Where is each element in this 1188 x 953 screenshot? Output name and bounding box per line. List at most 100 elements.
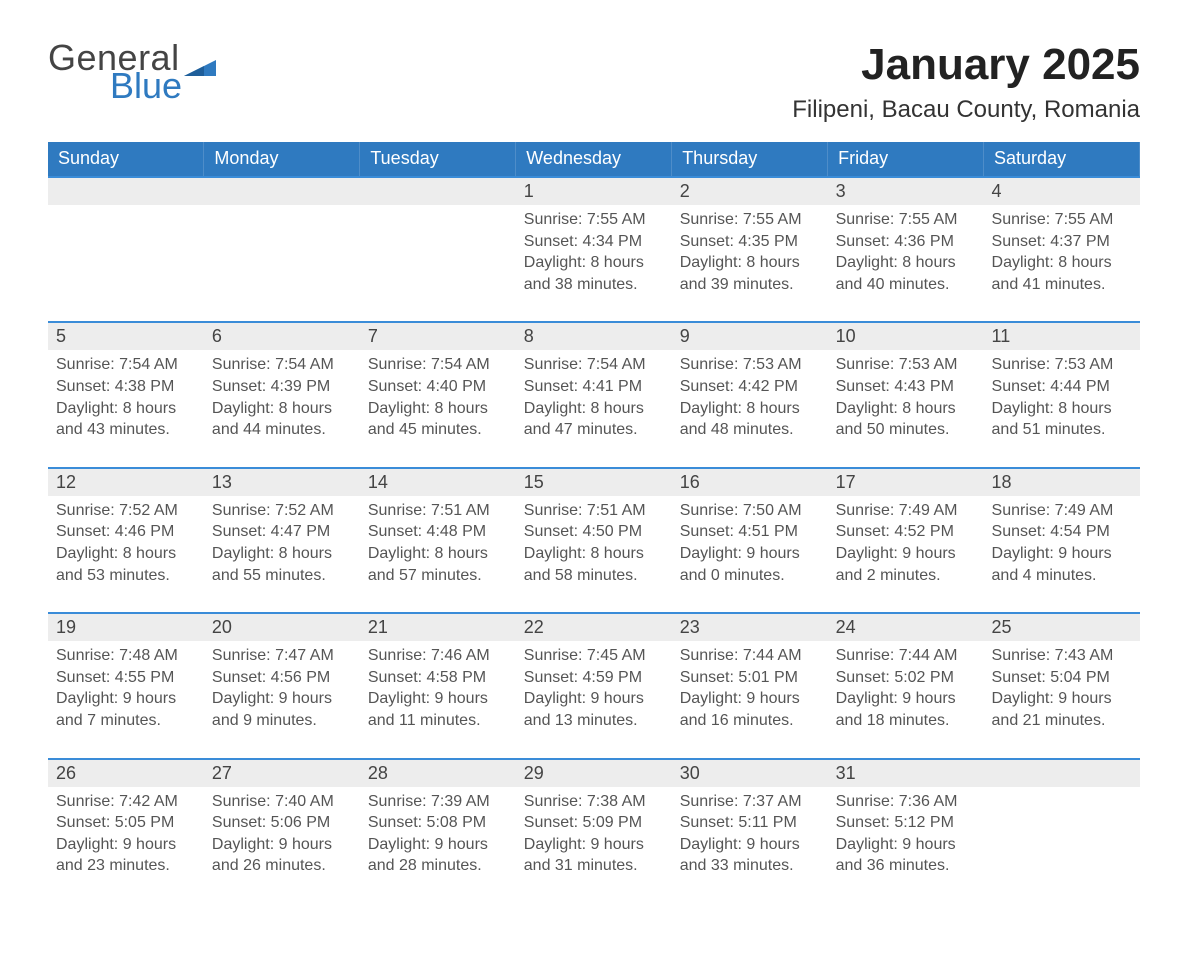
- calendar-body: 1Sunrise: 7:55 AMSunset: 4:34 PMDaylight…: [48, 177, 1140, 903]
- day-header: Sunday: [48, 142, 204, 177]
- daylight-line-1: Daylight: 9 hours: [524, 834, 664, 856]
- daylight-line-2: and 50 minutes.: [836, 419, 976, 441]
- sunset-line: Sunset: 4:42 PM: [680, 376, 820, 398]
- daylight-line-1: Daylight: 9 hours: [836, 688, 976, 710]
- sunrise-line: Sunrise: 7:44 AM: [836, 645, 976, 667]
- day-number: 10: [828, 323, 984, 350]
- day-number: 16: [672, 469, 828, 496]
- day-number: 14: [360, 469, 516, 496]
- calendar-cell: 16Sunrise: 7:50 AMSunset: 4:51 PMDayligh…: [672, 468, 828, 613]
- daylight-line-1: Daylight: 8 hours: [368, 543, 508, 565]
- day-header: Thursday: [672, 142, 828, 177]
- sunset-line: Sunset: 5:02 PM: [836, 667, 976, 689]
- calendar-cell: 4Sunrise: 7:55 AMSunset: 4:37 PMDaylight…: [984, 177, 1140, 322]
- header-block: General Blue January 2025 Filipeni, Baca…: [48, 40, 1140, 138]
- daylight-line-2: and 0 minutes.: [680, 565, 820, 587]
- page-title: January 2025: [792, 40, 1140, 90]
- sunset-line: Sunset: 4:50 PM: [524, 521, 664, 543]
- day-number: 11: [984, 323, 1140, 350]
- calendar-cell: 8Sunrise: 7:54 AMSunset: 4:41 PMDaylight…: [516, 322, 672, 467]
- sunrise-line: Sunrise: 7:49 AM: [992, 500, 1132, 522]
- daylight-line-2: and 40 minutes.: [836, 274, 976, 296]
- calendar-cell: 1Sunrise: 7:55 AMSunset: 4:34 PMDaylight…: [516, 177, 672, 322]
- daylight-line-1: Daylight: 9 hours: [56, 688, 196, 710]
- calendar-cell: 9Sunrise: 7:53 AMSunset: 4:42 PMDaylight…: [672, 322, 828, 467]
- daylight-line-2: and 7 minutes.: [56, 710, 196, 732]
- day-number: 20: [204, 614, 360, 641]
- daylight-line-1: Daylight: 8 hours: [524, 252, 664, 274]
- sunrise-line: Sunrise: 7:52 AM: [212, 500, 352, 522]
- daylight-line-1: Daylight: 9 hours: [680, 688, 820, 710]
- sunrise-line: Sunrise: 7:55 AM: [680, 209, 820, 231]
- daylight-line-1: Daylight: 8 hours: [524, 543, 664, 565]
- sunset-line: Sunset: 5:01 PM: [680, 667, 820, 689]
- daylight-line-2: and 58 minutes.: [524, 565, 664, 587]
- daylight-line-1: Daylight: 8 hours: [680, 398, 820, 420]
- daylight-line-2: and 9 minutes.: [212, 710, 352, 732]
- daylight-line-1: Daylight: 8 hours: [992, 252, 1132, 274]
- daylight-line-2: and 18 minutes.: [836, 710, 976, 732]
- sunrise-line: Sunrise: 7:51 AM: [368, 500, 508, 522]
- calendar-cell: 2Sunrise: 7:55 AMSunset: 4:35 PMDaylight…: [672, 177, 828, 322]
- daylight-line-1: Daylight: 9 hours: [992, 543, 1132, 565]
- day-number: 22: [516, 614, 672, 641]
- calendar-cell: 14Sunrise: 7:51 AMSunset: 4:48 PMDayligh…: [360, 468, 516, 613]
- day-number: [360, 178, 516, 205]
- day-number: 21: [360, 614, 516, 641]
- sunrise-line: Sunrise: 7:37 AM: [680, 791, 820, 813]
- sunset-line: Sunset: 5:09 PM: [524, 812, 664, 834]
- day-header: Monday: [204, 142, 360, 177]
- day-number: [48, 178, 204, 205]
- calendar-cell: 7Sunrise: 7:54 AMSunset: 4:40 PMDaylight…: [360, 322, 516, 467]
- sunrise-line: Sunrise: 7:52 AM: [56, 500, 196, 522]
- day-number: 8: [516, 323, 672, 350]
- daylight-line-2: and 55 minutes.: [212, 565, 352, 587]
- daylight-line-1: Daylight: 8 hours: [524, 398, 664, 420]
- calendar-table: Sunday Monday Tuesday Wednesday Thursday…: [48, 142, 1140, 903]
- sunset-line: Sunset: 4:43 PM: [836, 376, 976, 398]
- calendar-cell: 17Sunrise: 7:49 AMSunset: 4:52 PMDayligh…: [828, 468, 984, 613]
- daylight-line-1: Daylight: 8 hours: [836, 398, 976, 420]
- daylight-line-1: Daylight: 9 hours: [524, 688, 664, 710]
- calendar-cell: 11Sunrise: 7:53 AMSunset: 4:44 PMDayligh…: [984, 322, 1140, 467]
- sunset-line: Sunset: 4:39 PM: [212, 376, 352, 398]
- sunrise-line: Sunrise: 7:54 AM: [56, 354, 196, 376]
- daylight-line-1: Daylight: 8 hours: [836, 252, 976, 274]
- daylight-line-1: Daylight: 9 hours: [836, 834, 976, 856]
- daylight-line-2: and 44 minutes.: [212, 419, 352, 441]
- calendar-cell: 27Sunrise: 7:40 AMSunset: 5:06 PMDayligh…: [204, 759, 360, 903]
- daylight-line-1: Daylight: 9 hours: [680, 543, 820, 565]
- sunrise-line: Sunrise: 7:49 AM: [836, 500, 976, 522]
- daylight-line-2: and 4 minutes.: [992, 565, 1132, 587]
- daylight-line-1: Daylight: 9 hours: [212, 834, 352, 856]
- calendar-cell: 19Sunrise: 7:48 AMSunset: 4:55 PMDayligh…: [48, 613, 204, 758]
- sunset-line: Sunset: 5:04 PM: [992, 667, 1132, 689]
- calendar-week-row: 1Sunrise: 7:55 AMSunset: 4:34 PMDaylight…: [48, 177, 1140, 322]
- title-block: January 2025 Filipeni, Bacau County, Rom…: [792, 40, 1140, 138]
- daylight-line-1: Daylight: 9 hours: [680, 834, 820, 856]
- daylight-line-2: and 48 minutes.: [680, 419, 820, 441]
- day-number: 7: [360, 323, 516, 350]
- day-number: [204, 178, 360, 205]
- day-number: 25: [984, 614, 1140, 641]
- day-number: 27: [204, 760, 360, 787]
- calendar-week-row: 26Sunrise: 7:42 AMSunset: 5:05 PMDayligh…: [48, 759, 1140, 903]
- calendar-cell: 20Sunrise: 7:47 AMSunset: 4:56 PMDayligh…: [204, 613, 360, 758]
- day-number: 9: [672, 323, 828, 350]
- sunrise-line: Sunrise: 7:55 AM: [836, 209, 976, 231]
- sunset-line: Sunset: 4:51 PM: [680, 521, 820, 543]
- day-header: Wednesday: [516, 142, 672, 177]
- sunset-line: Sunset: 4:58 PM: [368, 667, 508, 689]
- sunset-line: Sunset: 4:47 PM: [212, 521, 352, 543]
- sunset-line: Sunset: 4:59 PM: [524, 667, 664, 689]
- day-number: [984, 760, 1140, 787]
- calendar-cell: 25Sunrise: 7:43 AMSunset: 5:04 PMDayligh…: [984, 613, 1140, 758]
- calendar-cell: 24Sunrise: 7:44 AMSunset: 5:02 PMDayligh…: [828, 613, 984, 758]
- logo-word-2: Blue: [110, 68, 216, 104]
- sunrise-line: Sunrise: 7:43 AM: [992, 645, 1132, 667]
- daylight-line-2: and 53 minutes.: [56, 565, 196, 587]
- day-header: Friday: [828, 142, 984, 177]
- sunset-line: Sunset: 4:46 PM: [56, 521, 196, 543]
- sunrise-line: Sunrise: 7:55 AM: [524, 209, 664, 231]
- calendar-week-row: 19Sunrise: 7:48 AMSunset: 4:55 PMDayligh…: [48, 613, 1140, 758]
